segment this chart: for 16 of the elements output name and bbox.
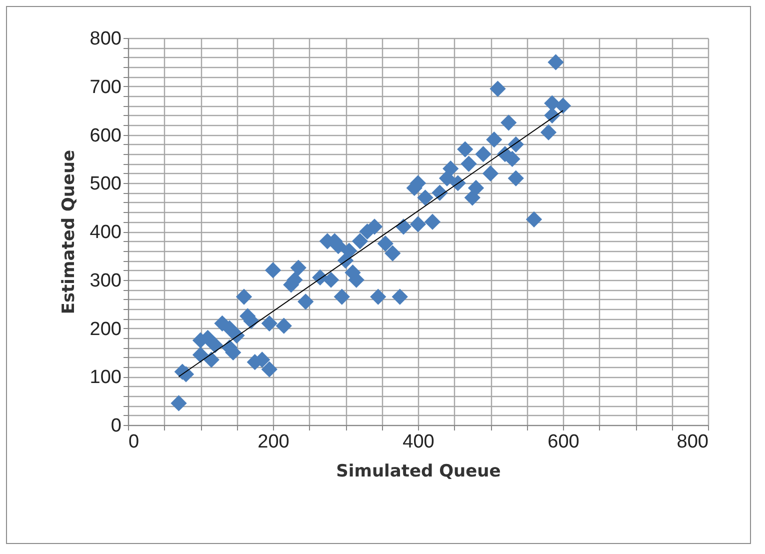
x-tick-label: 200 (258, 432, 290, 452)
y-tick-label: 500 (90, 174, 122, 195)
y-tick-label: 200 (90, 318, 122, 340)
y-axis-title: Estimated Queue (58, 150, 79, 314)
y-tick-label: 300 (90, 270, 122, 292)
y-tick-label: 0 (110, 416, 122, 436)
y-tick-label: 100 (90, 367, 122, 388)
x-tick-label: 400 (402, 432, 434, 452)
y-tick-label: 600 (90, 125, 122, 146)
y-tick-label: 400 (90, 222, 122, 243)
y-tick-label: 800 (90, 28, 122, 50)
x-tick-label: 600 (548, 432, 580, 452)
y-tick-label: 700 (90, 76, 122, 98)
x-tick-label: 800 (676, 432, 708, 452)
x-axis-title: Simulated Queue (336, 462, 501, 482)
x-tick-label: 0 (128, 432, 140, 452)
